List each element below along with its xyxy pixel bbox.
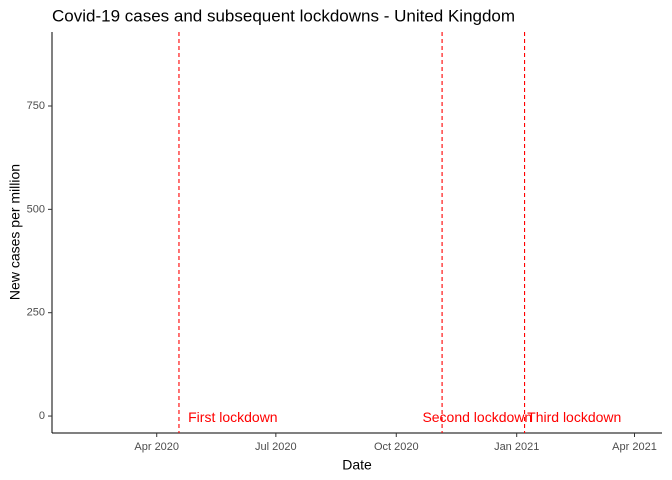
y-tick-label: 500: [27, 203, 45, 215]
x-tick-label: Apr 2021: [612, 441, 657, 453]
annotation: Third lockdown: [527, 409, 621, 425]
chart-title: Covid-19 cases and subsequent lockdowns …: [52, 6, 515, 25]
x-tick-label: Apr 2020: [134, 441, 179, 453]
annotation: First lockdown: [188, 409, 277, 425]
annotation: Second lockdown: [422, 409, 532, 425]
x-tick-label: Jul 2020: [255, 441, 297, 453]
y-tick-label: 250: [27, 307, 45, 319]
y-axis-label: New cases per million: [7, 164, 23, 300]
y-tick-label: 750: [27, 100, 45, 112]
x-tick-label: Oct 2020: [374, 441, 419, 453]
y-tick-label: 0: [39, 410, 45, 422]
x-axis-label: Date: [342, 457, 372, 473]
x-tick-label: Jan 2021: [494, 441, 539, 453]
